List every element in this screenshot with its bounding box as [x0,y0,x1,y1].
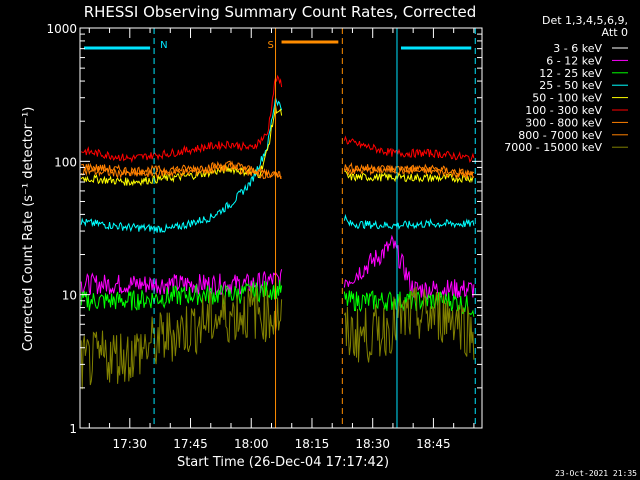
x-tick-label: 18:00 [234,437,269,451]
legend-label-9: 7000 - 15000 keV [504,141,602,154]
series-line-1 [80,243,475,429]
legend-label-5: 50 - 100 keV [532,92,602,105]
x-tick-label: 18:45 [416,437,451,451]
legend-label-3: 12 - 25 keV [539,67,602,80]
chart-title: RHESSI Observing Summary Count Rates, Co… [84,3,477,21]
legend-header-2: Att 0 [602,26,628,39]
legend-label-6: 100 - 300 keV [525,104,602,117]
legend-label-4: 25 - 50 keV [539,79,602,92]
series-line-2 [80,234,475,300]
legend-label-1: 3 - 6 keV [553,42,602,55]
legend-header-1: Det 1,3,4,5,6,9, [542,14,628,27]
x-tick-label: 17:45 [173,437,208,451]
x-axis-label: Start Time (26-Dec-04 17:17:42) [177,455,389,470]
timestamp-footer: 23-Oct-2021 21:35 [555,469,637,478]
series-line-9 [80,285,475,390]
x-tick-label: 18:15 [295,437,330,451]
annotation-label-1: N [160,40,167,51]
legend-label-8: 800 - 7000 keV [518,129,602,142]
y-tick-label: 100 [54,155,77,169]
series-line-4 [80,97,475,233]
legend-label-2: 6 - 12 keV [546,54,602,67]
plot-area: N S 1 10 100 1000 17:30 17:45 18:00 18:15 18:30 18:… [46,22,483,451]
series-line-3 [80,279,475,317]
series-line-8 [81,160,475,179]
legend-label-7: 300 - 800 keV [525,116,602,129]
y-tick-label: 1 [69,422,77,436]
plot-frame [79,27,483,429]
series-line-6 [80,74,475,164]
annotation-label-2: S [268,40,274,51]
y-tick-label: 1000 [46,22,77,36]
series-line-5 [80,105,474,187]
y-axis-label: Corrected Count Rate (s⁻¹ detector⁻¹) [21,107,36,352]
x-tick-label: 17:30 [112,437,147,451]
x-tick-label: 18:30 [355,437,390,451]
y-tick-label: 10 [62,289,77,303]
